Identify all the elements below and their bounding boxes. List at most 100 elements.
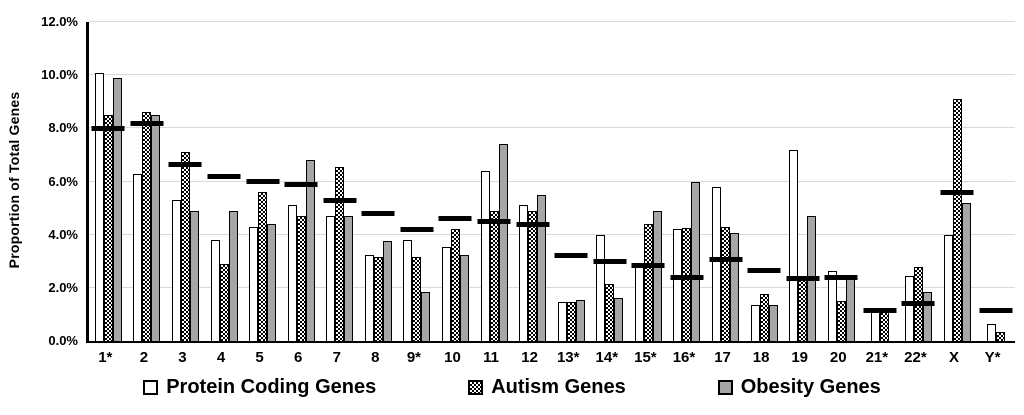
bar-group-19 [783,22,822,341]
bar-group-6 [282,22,321,341]
dash-marker [477,218,511,224]
bar-autism-genes [335,166,345,341]
bar-protein-coding-genes [870,310,880,341]
legend-item-obesity-genes: Obesity Genes [717,376,881,399]
x-axis-label: X [949,349,960,366]
dash-marker [130,120,164,126]
bar-obesity-genes [151,115,161,341]
bar-obesity-genes [730,233,740,341]
bar-obesity-genes [498,144,508,341]
x-axis-label: 14* [595,349,619,366]
bar-obesity-genes [691,181,701,341]
bar-autism-genes [879,310,889,341]
bar-group-14star [591,22,630,341]
bar-protein-coding-genes [171,200,181,341]
x-axis-label: 19 [791,349,809,366]
legend-swatch-icon [143,380,159,395]
bar-obesity-genes [228,210,238,341]
x-axis-label: 5 [255,349,264,366]
bar-obesity-genes [189,210,199,341]
x-axis-label: 21* [865,349,889,366]
bar-protein-coding-genes [827,270,837,341]
bar-autism-genes [180,152,190,341]
legend-label: Obesity Genes [740,376,881,398]
x-axis-label: 9* [406,349,421,366]
bar-group-17 [706,22,745,341]
x-axis-label: 20 [829,349,847,366]
bar-group-Ystar [976,22,1015,341]
bar-obesity-genes [382,241,392,341]
bar-protein-coding-genes [986,323,996,341]
bar-autism-genes [566,302,576,341]
bar-group-13star [552,22,591,341]
plot-area [86,21,1015,343]
bar-protein-coding-genes [326,216,336,341]
dash-marker [979,307,1013,313]
dash-marker [284,181,318,187]
bar-group-7 [320,22,359,341]
dash-marker [940,189,974,195]
bar-autism-genes [412,257,422,341]
bar-protein-coding-genes [133,173,143,341]
y-tick-label: 6.0% [48,173,78,189]
bar-autism-genes [836,301,846,341]
legend-swatch-icon [468,380,484,395]
bar-autism-genes [489,210,499,341]
bar-group-15star [629,22,668,341]
bar-protein-coding-genes [634,263,644,341]
bar-group-5 [243,22,282,341]
dash-marker [786,276,820,282]
dash-marker [438,216,472,222]
bar-protein-coding-genes [94,72,104,341]
bar-group-22star [899,22,938,341]
bar-protein-coding-genes [210,239,220,341]
dash-marker [709,257,743,263]
bar-obesity-genes [614,298,624,341]
bar-protein-coding-genes [364,254,374,341]
dash-marker [207,173,241,179]
bar-group-12 [513,22,552,341]
x-axis-label: 2 [139,349,149,366]
x-axis-label: 6 [294,349,303,366]
bar-obesity-genes [267,224,277,341]
x-axis-label: 11 [483,349,499,366]
x-axis-label: 3 [178,349,187,366]
legend-label: Autism Genes [491,376,626,398]
bar-protein-coding-genes [480,170,490,341]
bar-protein-coding-genes [943,234,953,341]
bar-autism-genes [682,228,692,341]
dash-marker [670,274,704,280]
bar-protein-coding-genes [403,239,413,341]
bar-group-1star [89,22,128,341]
bar-group-8 [359,22,398,341]
bar-autism-genes [219,263,229,341]
bar-autism-genes [798,277,808,341]
y-tick-label: 12.0% [41,14,78,29]
bar-group-21star [861,22,900,341]
bar-protein-coding-genes [287,205,297,341]
x-axis-label: 7 [332,349,341,366]
bar-autism-genes [450,229,460,341]
dash-marker [91,125,125,131]
x-axis-label: 1* [98,349,113,366]
bar-obesity-genes [112,77,122,341]
x-axis-label: 22* [904,349,927,366]
legend-item-protein-coding-genes: Protein Coding Genes [143,376,376,399]
bar-obesity-genes [922,291,932,341]
bar-autism-genes [952,99,962,341]
dash-marker [631,262,665,268]
bar-autism-genes [296,216,306,341]
bar-group-4 [205,22,244,341]
bar-obesity-genes [575,299,585,341]
bar-protein-coding-genes [712,186,722,341]
bar-protein-coding-genes [519,205,529,341]
bar-protein-coding-genes [596,234,606,341]
bar-protein-coding-genes [789,149,799,341]
x-axis-label: 17 [714,349,731,366]
bar-protein-coding-genes [557,302,567,341]
bar-autism-genes [995,331,1005,341]
bar-group-9star [398,22,437,341]
bar-autism-genes [528,210,538,341]
dash-marker [168,161,202,167]
